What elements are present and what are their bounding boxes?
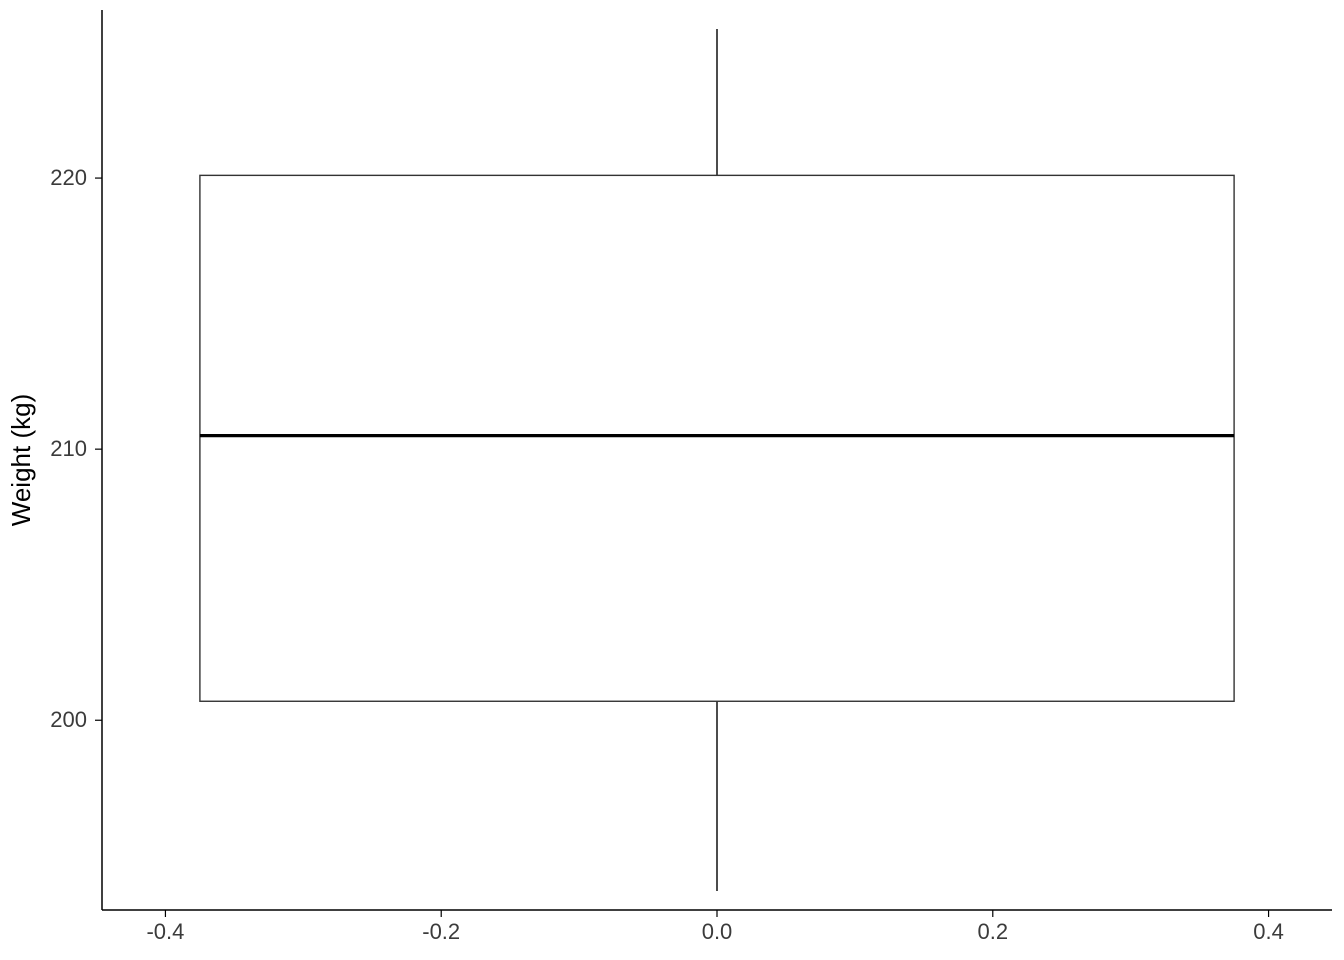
x-tick-label: 0.0 <box>702 919 733 944</box>
x-tick-label: 0.2 <box>977 919 1008 944</box>
box <box>200 175 1234 701</box>
x-tick-label: 0.4 <box>1253 919 1284 944</box>
y-tick-label: 200 <box>50 707 87 732</box>
y-tick-label: 210 <box>50 436 87 461</box>
y-tick-label: 220 <box>50 165 87 190</box>
boxplot-chart: -0.4 -0.2 0.0 0.2 0.4 200 210 220 Weight (kg) <box>0 0 1344 960</box>
chart-svg: -0.4 -0.2 0.0 0.2 0.4 200 210 220 Weight (kg) <box>0 0 1344 960</box>
x-tick-label: -0.4 <box>146 919 184 944</box>
y-axis-title: Weight (kg) <box>6 394 36 526</box>
x-tick-label: -0.2 <box>422 919 460 944</box>
